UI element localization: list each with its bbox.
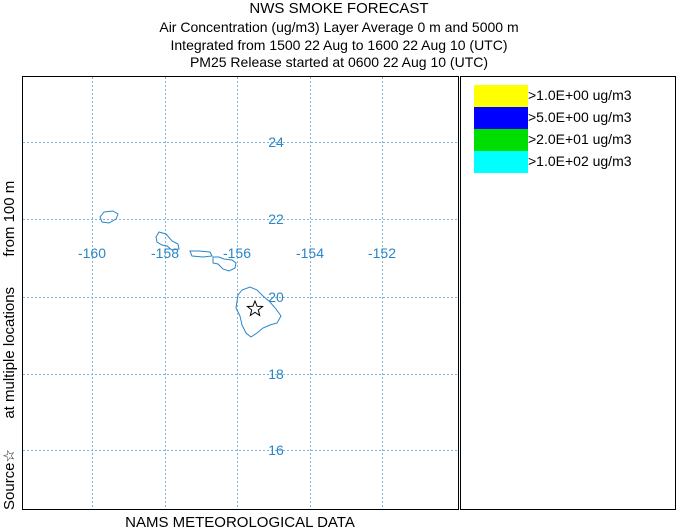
legend-item: >5.0E+00 ug/m3 [474,107,674,129]
coastlines [99,210,282,338]
longitude-label: -156 [223,245,251,261]
legend-swatch [474,129,528,151]
legend-item: >1.0E+00 ug/m3 [474,85,674,107]
source-label: Source☆ [1,449,18,510]
star-icon [246,299,264,317]
subtitle-concentration: Air Concentration (ug/m3) Layer Average … [159,19,519,35]
legend-swatch [474,85,528,107]
legend-label: >1.0E+00 ug/m3 [528,87,632,103]
island-molokai [189,250,213,258]
legend-label: >2.0E+01 ug/m3 [528,131,632,147]
source-location-label: Source☆ at multiple locations from 100 m [0,76,20,510]
page-title: NWS SMOKE FORECAST [249,0,429,17]
legend-item: >1.0E+02 ug/m3 [474,151,674,173]
graticule: -160 -158 -156 -154 -152 24 22 20 18 16 [23,77,458,509]
island-niihau [99,210,119,224]
latitude-label: 22 [268,211,284,227]
latitude-label: 18 [268,366,284,382]
legend-swatch [474,151,528,173]
longitude-label: -158 [151,245,179,261]
legend-panel: >1.0E+00 ug/m3 >5.0E+00 ug/m3 >2.0E+01 u… [460,76,676,510]
island-oahu [155,231,180,251]
island-hawaii [235,286,282,338]
longitude-label: -154 [296,245,324,261]
latitude-label: 24 [268,134,284,150]
latitude-label: 20 [268,289,284,305]
island-maui [212,256,237,272]
map-frame [22,76,459,510]
legend-label: >1.0E+02 ug/m3 [528,153,632,169]
longitude-label: -160 [78,245,106,261]
longitude-label: -152 [368,245,396,261]
legend-item: >2.0E+01 ug/m3 [474,129,674,151]
footer-data-source: NAMS METEOROLOGICAL DATA [125,514,355,531]
source-locations-label: at multiple locations [1,286,18,419]
legend-swatch [474,107,528,129]
latitude-label: 16 [268,442,284,458]
source-height-label: from 100 m [1,180,18,257]
legend-label: >5.0E+00 ug/m3 [528,109,632,125]
subtitle-integration: Integrated from 1500 22 Aug to 1600 22 A… [170,37,508,53]
subtitle-release: PM25 Release started at 0600 22 Aug 10 (… [189,54,489,70]
